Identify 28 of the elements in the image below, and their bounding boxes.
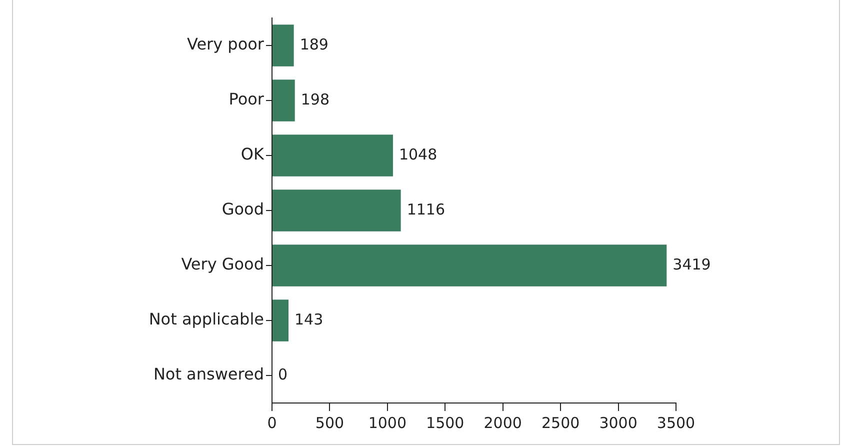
data-label: 3419: [672, 255, 711, 274]
data-label: 198: [300, 90, 330, 108]
x-tick-label: 2500: [541, 414, 580, 432]
data-label: 0: [278, 365, 288, 384]
x-tick-label: 500: [315, 414, 344, 432]
data-label: 143: [294, 310, 324, 328]
bar: [272, 80, 295, 122]
x-tick-label: 0: [267, 414, 277, 432]
bar: [272, 134, 393, 176]
bar: [272, 190, 401, 232]
x-tick-label: 1000: [368, 414, 407, 432]
data-label: 189: [300, 35, 328, 54]
data-label: 1116: [406, 200, 446, 218]
y-tick-label: Poor: [228, 90, 264, 109]
x-tick-label: 2000: [484, 414, 522, 432]
y-tick-label: Not answered: [153, 364, 264, 384]
y-tick-label: Good: [222, 200, 264, 219]
bar: [272, 24, 294, 66]
y-tick-label: Very poor: [187, 34, 264, 54]
data-label: 1048: [398, 145, 438, 164]
y-tick-label: OK: [240, 144, 264, 164]
y-tick-label: Very Good: [181, 254, 264, 274]
y-tick-label: Not applicable: [148, 310, 264, 329]
x-tick-label: 3000: [599, 414, 638, 432]
bar: [272, 300, 289, 342]
x-tick-label: 1500: [426, 414, 464, 432]
bar: [272, 244, 667, 286]
x-tick-label: 3500: [656, 414, 696, 432]
